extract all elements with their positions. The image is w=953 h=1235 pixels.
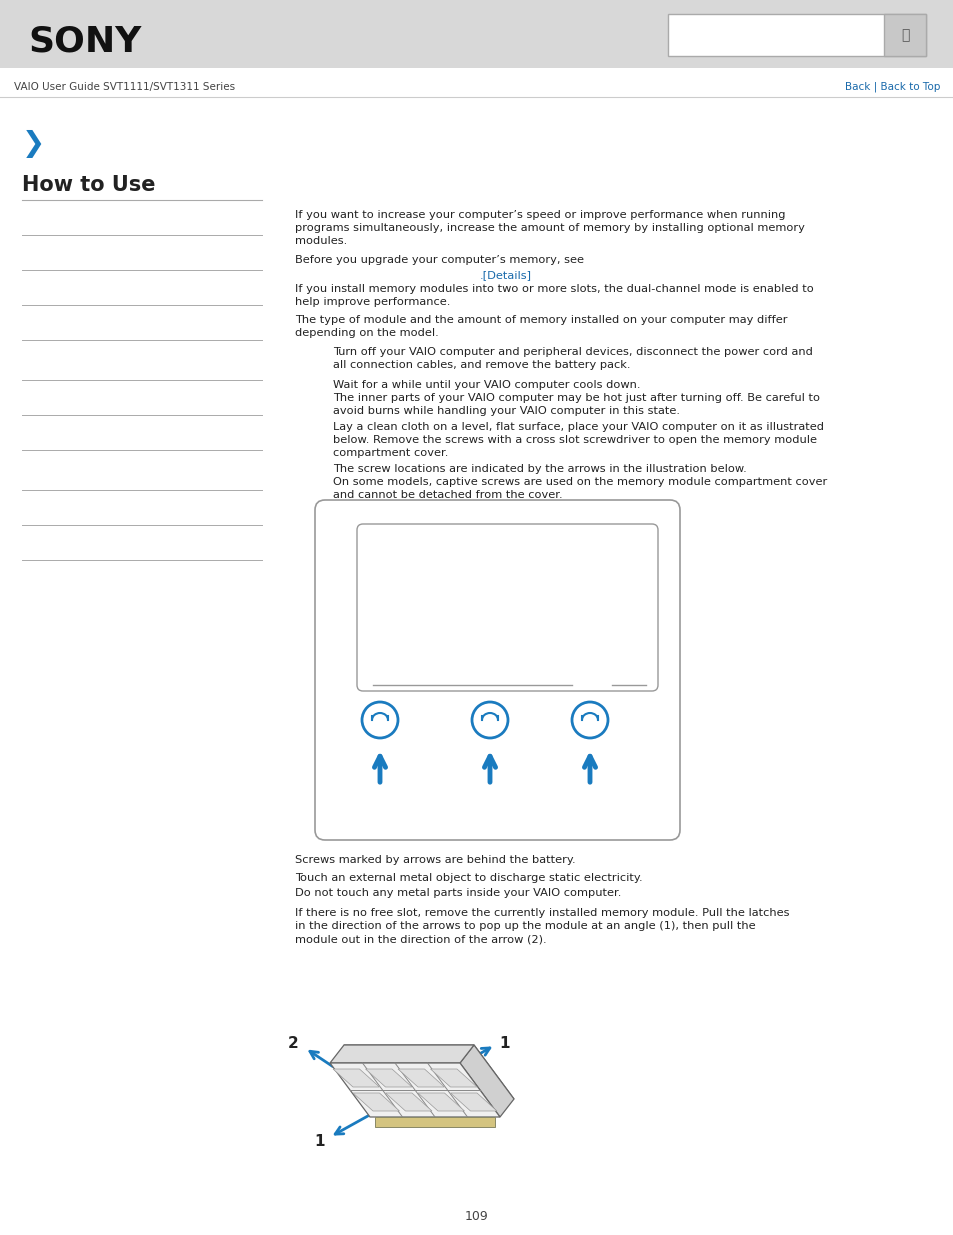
- Polygon shape: [353, 1093, 399, 1112]
- Polygon shape: [330, 1063, 499, 1116]
- Text: Back | Back to Top: Back | Back to Top: [843, 82, 939, 93]
- FancyBboxPatch shape: [314, 500, 679, 840]
- Circle shape: [572, 701, 607, 739]
- Polygon shape: [450, 1093, 497, 1112]
- Text: The type of module and the amount of memory installed on your computer may diffe: The type of module and the amount of mem…: [294, 315, 786, 338]
- Polygon shape: [375, 1116, 495, 1128]
- Text: If you install memory modules into two or more slots, the dual-channel mode is e: If you install memory modules into two o…: [294, 284, 813, 308]
- Text: VAIO User Guide SVT1111/SVT1311 Series: VAIO User Guide SVT1111/SVT1311 Series: [14, 82, 234, 91]
- Bar: [0, 0, 953, 68]
- Polygon shape: [365, 1070, 412, 1087]
- Text: 1: 1: [314, 1135, 325, 1150]
- Polygon shape: [430, 1070, 476, 1087]
- Text: If there is no free slot, remove the currently installed memory module. Pull the: If there is no free slot, remove the cur…: [294, 908, 789, 945]
- Text: .[Details]: .[Details]: [479, 270, 532, 280]
- Text: Touch an external metal object to discharge static electricity.: Touch an external metal object to discha…: [294, 873, 642, 883]
- Text: 109: 109: [465, 1210, 488, 1224]
- Polygon shape: [397, 1070, 444, 1087]
- Polygon shape: [333, 1070, 379, 1087]
- Text: ❯: ❯: [22, 130, 45, 158]
- Polygon shape: [459, 1045, 514, 1116]
- Text: How to Use: How to Use: [22, 175, 155, 195]
- Polygon shape: [344, 1045, 514, 1099]
- Polygon shape: [417, 1093, 464, 1112]
- Text: 1: 1: [499, 1035, 510, 1051]
- Circle shape: [361, 701, 397, 739]
- Circle shape: [472, 701, 507, 739]
- Text: If you want to increase your computer’s speed or improve performance when runnin: If you want to increase your computer’s …: [294, 210, 804, 247]
- Text: Wait for a while until your VAIO computer cools down.
The inner parts of your VA: Wait for a while until your VAIO compute…: [333, 380, 820, 416]
- Text: Lay a clean cloth on a level, flat surface, place your VAIO computer on it as il: Lay a clean cloth on a level, flat surfa…: [333, 422, 823, 458]
- Text: 🔍: 🔍: [900, 28, 908, 42]
- Text: The screw locations are indicated by the arrows in the illustration below.
On so: The screw locations are indicated by the…: [333, 464, 826, 500]
- Text: Do not touch any metal parts inside your VAIO computer.: Do not touch any metal parts inside your…: [294, 888, 620, 898]
- Polygon shape: [385, 1093, 432, 1112]
- Text: Before you upgrade your computer’s memory, see: Before you upgrade your computer’s memor…: [294, 254, 583, 266]
- Text: SONY: SONY: [28, 25, 141, 59]
- Text: Screws marked by arrows are behind the battery.: Screws marked by arrows are behind the b…: [294, 855, 575, 864]
- Bar: [883, 14, 925, 56]
- Bar: [667, 14, 925, 56]
- Polygon shape: [330, 1045, 474, 1063]
- Text: Turn off your VAIO computer and peripheral devices, disconnect the power cord an: Turn off your VAIO computer and peripher…: [333, 347, 812, 370]
- FancyBboxPatch shape: [356, 524, 658, 692]
- Text: 2: 2: [287, 1035, 298, 1051]
